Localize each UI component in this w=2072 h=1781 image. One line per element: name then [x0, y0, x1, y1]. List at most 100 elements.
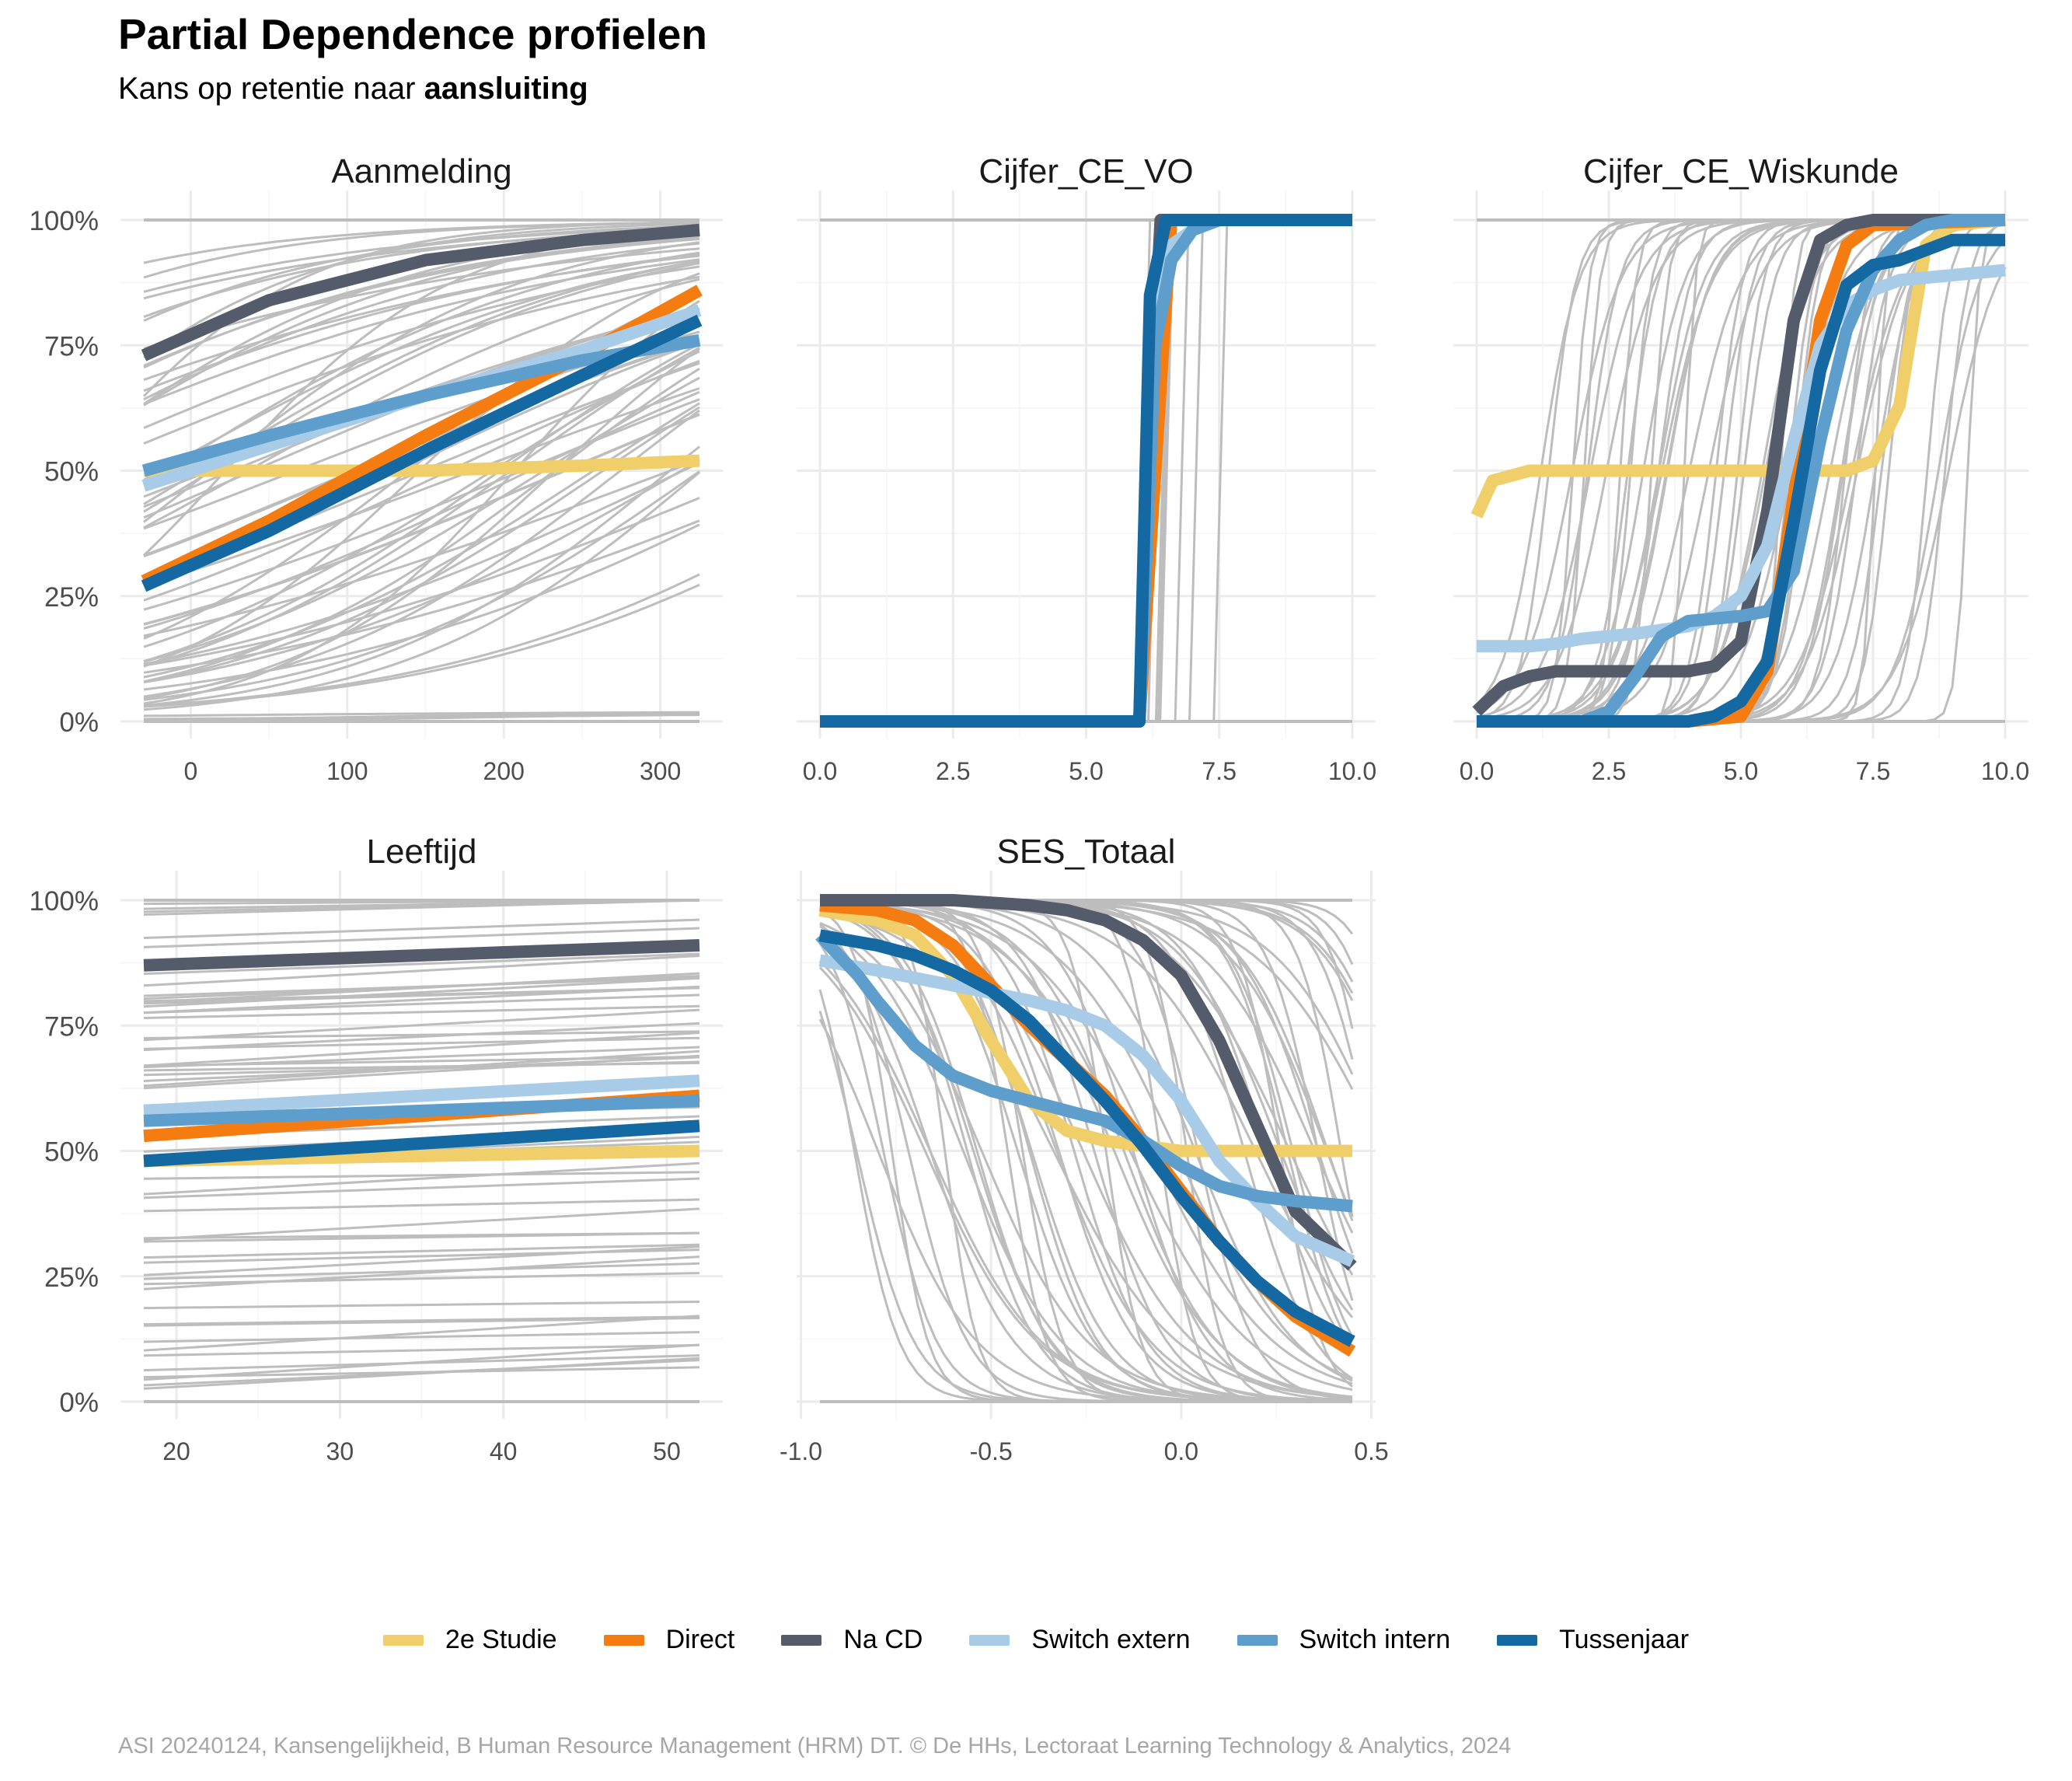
- caption: ASI 20240124, Kansengelijkheid, B Human …: [118, 1734, 1512, 1758]
- background-profile-line: [143, 1248, 700, 1264]
- series-line-tussenjaar: [143, 1119, 700, 1168]
- background-profiles: [143, 899, 700, 1403]
- chart-title: Partial Dependence profielen: [118, 10, 707, 58]
- x-tick-label: 100: [326, 757, 368, 785]
- facet-panel: Cijfer_CE_VO 0.0 2.5 5.0 7.5 10.0: [797, 152, 1376, 785]
- x-tick-label: 2.5: [1592, 757, 1626, 785]
- background-profile-line: [143, 1171, 700, 1180]
- series-line-na-cd: [820, 894, 1357, 1271]
- x-tick-label: 10.0: [1328, 757, 1376, 785]
- x-tick-label: 200: [483, 757, 525, 785]
- background-profile-line: [143, 350, 700, 648]
- x-tick-label: 0.0: [803, 757, 837, 785]
- subtitle-bold: aansluiting: [424, 72, 588, 106]
- background-profile-line: [143, 390, 700, 630]
- y-tick-label: 25%: [44, 582, 99, 613]
- facet-title: Cijfer_CE_VO: [978, 152, 1193, 190]
- y-tick-label: 0%: [59, 707, 99, 738]
- background-profile-line: [143, 367, 700, 683]
- x-tick-label: 5.0: [1069, 757, 1103, 785]
- background-profile-line: [143, 1032, 700, 1067]
- background-profile-line: [143, 583, 700, 708]
- x-tick-label: 0.5: [1354, 1437, 1388, 1465]
- background-profile-line: [143, 1046, 700, 1069]
- series-line-tussenjaar: [820, 214, 1352, 728]
- y-tick-label: 75%: [44, 331, 99, 361]
- background-profile-line: [143, 258, 700, 406]
- series-line-switch-intern: [143, 1095, 700, 1127]
- background-profile-line: [143, 387, 700, 587]
- background-profile-line: [143, 1030, 700, 1039]
- background-profile-line: [143, 1255, 700, 1290]
- legend-swatch: [382, 1634, 424, 1646]
- background-profile-line: [143, 242, 700, 401]
- background-profile-line: [143, 1317, 700, 1327]
- background-profile-line: [143, 976, 700, 1008]
- x-tick-label: -0.5: [970, 1437, 1013, 1465]
- facet-panel: Cijfer_CE_Wiskunde 0.0 2.5 5.0 7.5 10.0: [1453, 152, 2029, 785]
- background-profile-line: [143, 1262, 700, 1280]
- series-line-na-cd: [143, 939, 700, 972]
- background-profile-line: [143, 275, 700, 445]
- legend-item: Direct: [603, 1625, 735, 1655]
- x-tick-label: 10.0: [1981, 757, 2029, 785]
- series-line-tussenjaar: [818, 929, 1355, 1347]
- series-line-switch-extern: [143, 1074, 700, 1117]
- background-profile-line: [143, 445, 700, 707]
- legend: 2e Studie Direct Na CD Switch extern Switch …: [0, 1625, 2072, 1655]
- facet-panel: SES_Totaal -1.0 -0.5 0.0 0.5: [780, 833, 1389, 1465]
- background-profile-line: [143, 346, 700, 668]
- x-tick-label: 20: [162, 1437, 190, 1465]
- facet-title: Leeftijd: [367, 833, 477, 871]
- x-tick-label: 40: [490, 1437, 518, 1465]
- legend-item: Na CD: [781, 1625, 923, 1655]
- background-profile-line: [143, 1036, 700, 1050]
- background-profile-line: [143, 409, 700, 698]
- x-tick-label: 5.0: [1724, 757, 1758, 785]
- series-line-na-cd: [1472, 214, 2005, 716]
- background-profile-line: [143, 1231, 700, 1240]
- background-profile-line: [143, 523, 700, 691]
- chart-subtitle: Kans op retentie naar aansluiting: [118, 72, 588, 107]
- background-profile-line: [143, 398, 700, 611]
- background-profile-line: [143, 1177, 700, 1200]
- x-tick-label: 50: [653, 1437, 681, 1465]
- background-profile-line: [143, 1343, 700, 1381]
- legend-label: Direct: [665, 1625, 735, 1654]
- legend-item: Tussenjaar: [1497, 1625, 1689, 1655]
- y-tick-label: 25%: [44, 1262, 99, 1293]
- background-profile-line: [143, 711, 699, 718]
- series-line-tussenjaar: [1477, 233, 2005, 728]
- background-profiles: [142, 218, 700, 723]
- x-tick-label: 2.5: [936, 757, 970, 785]
- series-line-switch-extern: [1477, 264, 2006, 653]
- background-profile-line: [143, 462, 700, 665]
- background-profile-line: [143, 1331, 700, 1343]
- x-tick-label: 0.0: [1164, 1437, 1198, 1465]
- background-profile-line: [143, 1198, 700, 1213]
- x-tick-label: 30: [326, 1437, 354, 1465]
- background-profile-line: [143, 459, 700, 684]
- background-profile-line: [143, 519, 700, 674]
- background-profile-line: [143, 1343, 700, 1357]
- background-profile-line: [143, 1315, 700, 1326]
- background-profile-line: [143, 1021, 700, 1052]
- background-profile-line: [143, 975, 700, 1001]
- legend-label: 2e Studie: [445, 1625, 557, 1654]
- y-tick-label: 75%: [44, 1011, 99, 1042]
- background-profile-line: [143, 413, 700, 626]
- background-profile-line: [143, 1004, 700, 1019]
- legend-swatch: [603, 1634, 644, 1646]
- y-tick-label: 100%: [29, 206, 99, 236]
- background-profile-line: [143, 359, 700, 602]
- x-tick-label: 0: [184, 757, 198, 785]
- x-tick-label: 300: [640, 757, 681, 785]
- background-profile-line: [143, 955, 700, 987]
- facet-title: Cijfer_CE_Wiskunde: [1583, 152, 1899, 190]
- background-profile-line: [143, 1272, 700, 1286]
- series-line-switch-extern: [818, 954, 1355, 1267]
- legend-label: Switch extern: [1031, 1625, 1191, 1654]
- background-profile-line: [143, 1161, 700, 1196]
- background-profile-line: [143, 918, 700, 939]
